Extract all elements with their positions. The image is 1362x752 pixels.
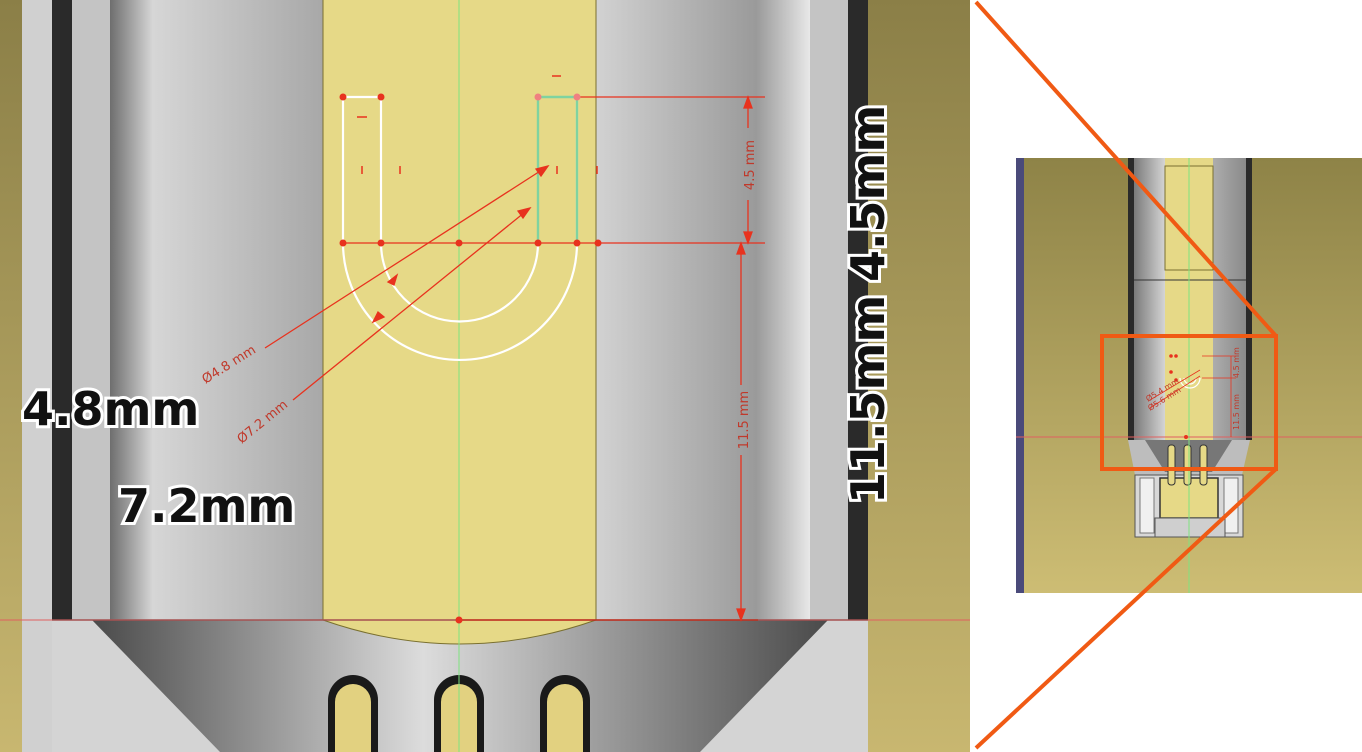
annotation-diameter-inner: 4.8mm [22,382,199,436]
dimension-extension-lines [343,96,765,621]
shell-dark-left [52,0,72,620]
dimension-height-large [736,241,746,622]
main-view: 4.5 mm 11.5 mm Ø4.8 mm Ø7.2 mm [0,0,970,752]
dimension-label-height-large: 11.5 mm [737,391,752,449]
zoom-callout-lines [974,0,1278,750]
annotation-height-large: 11.5mm [841,295,895,504]
overview-inset: Ø5.4 mm Ø5.6 mm 4.5 mm 11.5 mm [1016,158,1362,593]
cylinder-left-face [110,0,323,620]
wall-right [810,0,848,620]
inset-dim-height-small: 4.5 mm [1232,347,1241,378]
dimension-height-small [743,95,753,245]
slots [328,675,590,752]
annotation-diameter-outer: 7.2mm [118,479,295,533]
zoom-highlight-box [1100,334,1278,471]
shell-dark-right [848,0,868,620]
dimension-label-height-small: 4.5 mm [743,140,758,190]
cylinder-right-face [596,0,810,620]
slot [547,684,583,752]
wall-left [72,0,110,620]
diameter-leaders [264,164,550,401]
constraint-marks [357,75,598,174]
sketch-vertices [339,93,602,624]
annotation-height-small: 4.5mm [841,105,895,282]
outer-shell-left [22,0,52,752]
inset-dim-height-large: 11.5 mm [1232,394,1241,430]
slot [335,684,371,752]
